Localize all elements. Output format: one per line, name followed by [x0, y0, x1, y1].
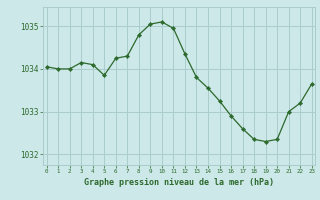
- X-axis label: Graphe pression niveau de la mer (hPa): Graphe pression niveau de la mer (hPa): [84, 178, 274, 187]
